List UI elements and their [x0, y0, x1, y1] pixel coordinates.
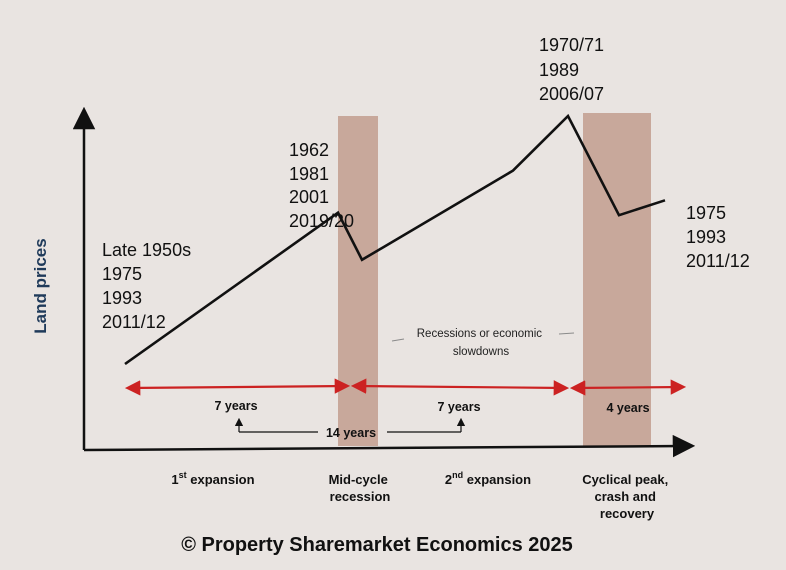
duration-arrow-third: [569, 379, 687, 396]
phase-first-expansion: 1st expansion: [171, 470, 254, 487]
year-group-peak: 1970/71 1989 2006/07: [539, 35, 609, 104]
recession-pointer-right: [558, 332, 575, 335]
recession-pointer-left: [391, 338, 405, 342]
duration-third: 4 years: [606, 401, 649, 415]
duration-second: 7 years: [437, 400, 480, 414]
duration-total: 14 years: [326, 426, 376, 440]
year-group-start: Late 1950s 1975 1993 2011/12: [102, 240, 196, 332]
y-axis-label: Land prices: [31, 238, 50, 333]
phase-second-expansion: 2nd expansion: [445, 470, 531, 487]
phase-cyclical-peak: Cyclical peak, crash and recovery: [582, 472, 672, 521]
recession-band-mid-cycle: [338, 116, 378, 446]
land-price-line: [124, 113, 666, 366]
duration-first: 7 years: [214, 399, 257, 413]
phase-mid-cycle-recession: Mid-cycle recession: [329, 472, 392, 504]
year-group-end: 1975 1993 2011/12: [686, 203, 750, 271]
x-axis: [83, 434, 696, 458]
recession-label: Recessions or economic slowdowns: [417, 328, 545, 358]
duration-arrow-second: [350, 378, 570, 396]
copyright-notice: © Property Sharemarket Economics 2025: [181, 534, 573, 556]
year-group-mid-cycle: 1962 1981 2001 2019/20: [289, 140, 354, 231]
duration-arrow-first: [124, 378, 351, 396]
